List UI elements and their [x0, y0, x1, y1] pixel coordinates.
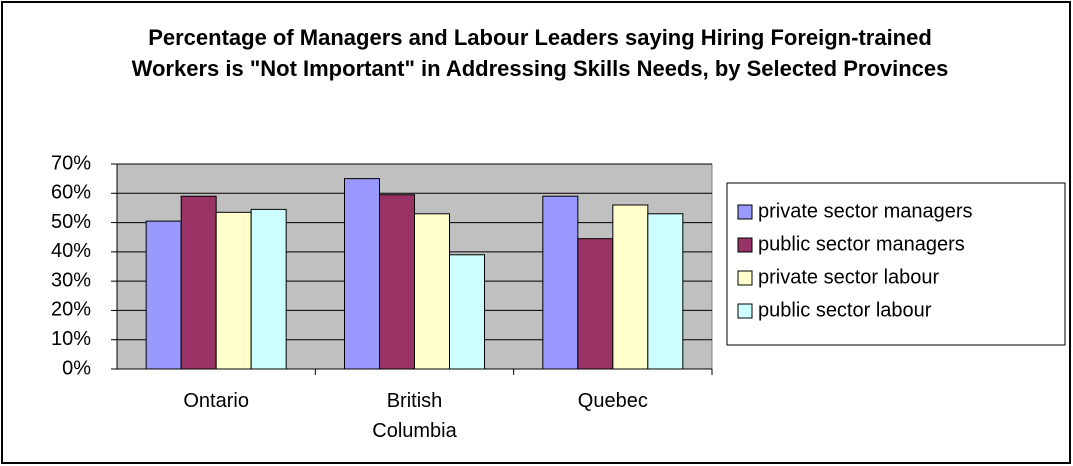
x-tick-label: Ontario — [183, 390, 249, 412]
bar — [612, 204, 649, 370]
y-tick-label: 50% — [51, 211, 91, 233]
bar — [250, 208, 287, 370]
legend-box — [726, 182, 1066, 346]
bar — [577, 238, 614, 370]
y-tick-label: 30% — [51, 269, 91, 291]
x-tick-label: Quebec — [577, 390, 648, 412]
y-tick-label: 0% — [62, 357, 91, 379]
bar — [449, 254, 485, 370]
y-tick-label: 60% — [51, 182, 91, 204]
legend-swatch — [737, 237, 753, 253]
bar — [379, 194, 415, 370]
legend-label: private sector labour — [758, 266, 940, 288]
bar — [647, 213, 684, 370]
bar — [414, 213, 450, 370]
y-tick-label: 70% — [51, 152, 91, 174]
legend-label: public sector managers — [758, 233, 965, 255]
bar — [344, 178, 380, 370]
y-tick-label: 40% — [51, 240, 91, 262]
legend-label: public sector labour — [758, 299, 932, 321]
bar — [542, 195, 579, 370]
bar — [215, 211, 252, 370]
y-tick-label: 20% — [51, 299, 91, 321]
bar — [145, 220, 182, 370]
bar — [180, 195, 217, 370]
chart-title: Percentage of Managers and Labour Leader… — [131, 25, 949, 81]
legend-swatch — [737, 270, 753, 286]
x-tick-label: British Columbia — [372, 390, 457, 442]
legend-swatch — [737, 204, 753, 220]
y-tick-label: 10% — [51, 328, 91, 350]
legend-label: private sector managers — [758, 200, 973, 222]
legend-swatch — [737, 303, 753, 319]
